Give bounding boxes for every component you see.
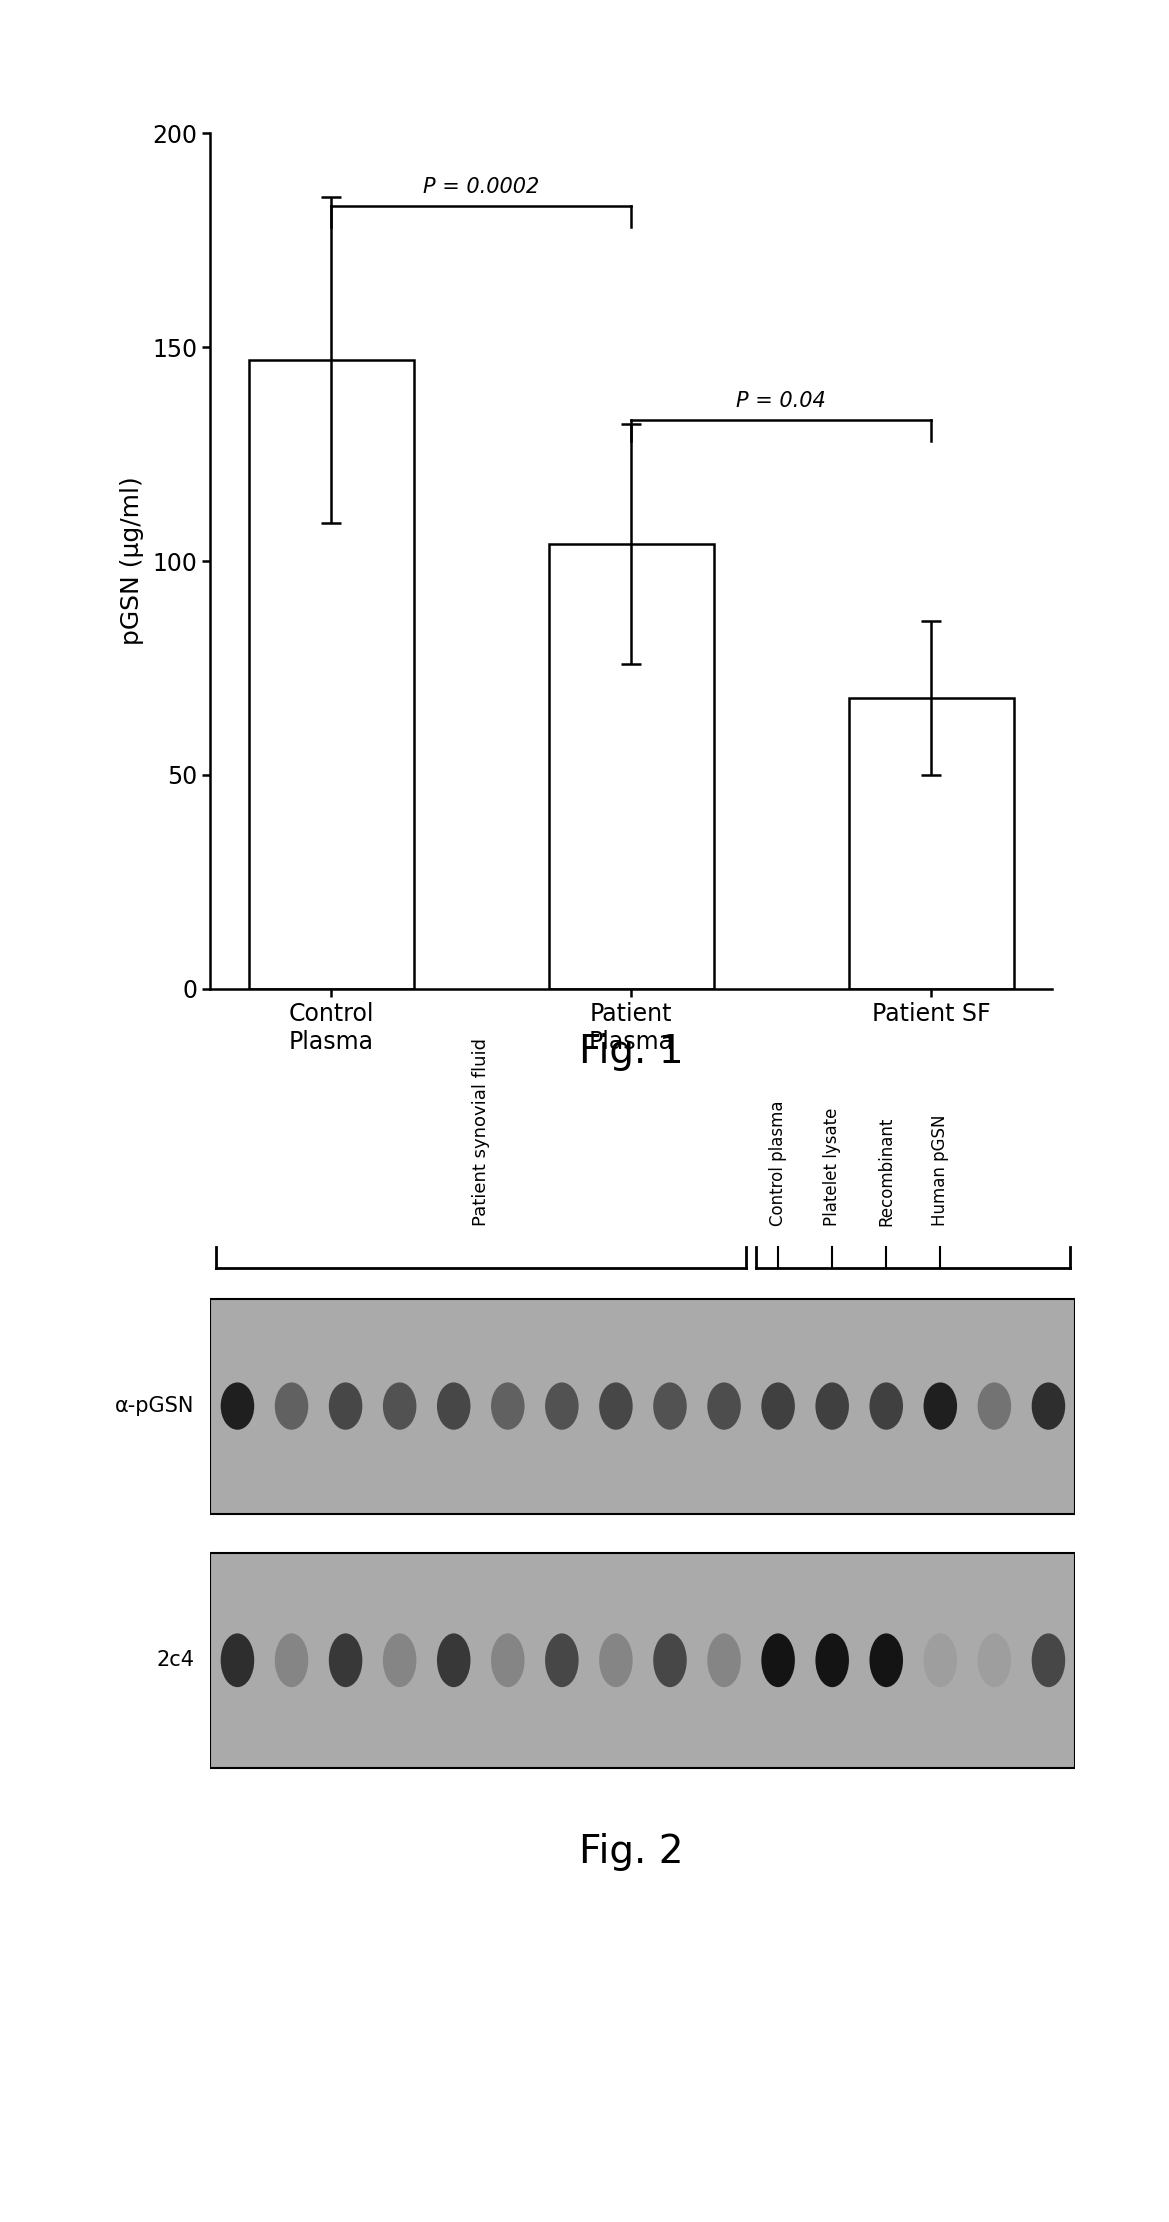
Ellipse shape xyxy=(275,1633,309,1686)
Bar xyxy=(210,1553,1075,1769)
Ellipse shape xyxy=(707,1633,741,1686)
Ellipse shape xyxy=(383,1633,416,1686)
Ellipse shape xyxy=(761,1633,795,1686)
Ellipse shape xyxy=(1032,1633,1065,1686)
Bar xyxy=(249,360,414,989)
Text: α-pGSN: α-pGSN xyxy=(115,1395,194,1415)
Ellipse shape xyxy=(816,1382,849,1429)
Ellipse shape xyxy=(653,1382,686,1429)
Text: Control plasma: Control plasma xyxy=(769,1100,787,1227)
Ellipse shape xyxy=(707,1382,741,1429)
Ellipse shape xyxy=(1032,1382,1065,1429)
Ellipse shape xyxy=(437,1382,470,1429)
Ellipse shape xyxy=(221,1633,254,1686)
Ellipse shape xyxy=(977,1633,1011,1686)
Ellipse shape xyxy=(816,1633,849,1686)
Text: 2c4: 2c4 xyxy=(157,1651,194,1671)
Ellipse shape xyxy=(545,1382,579,1429)
Ellipse shape xyxy=(545,1633,579,1686)
Text: Platelet lysate: Platelet lysate xyxy=(823,1107,842,1227)
Text: Fig. 2: Fig. 2 xyxy=(579,1833,684,1871)
Ellipse shape xyxy=(977,1382,1011,1429)
Text: P = 0.0002: P = 0.0002 xyxy=(423,178,539,198)
Ellipse shape xyxy=(328,1382,362,1429)
Ellipse shape xyxy=(491,1382,525,1429)
Text: P = 0.04: P = 0.04 xyxy=(736,391,826,411)
Y-axis label: pGSN (μg/ml): pGSN (μg/ml) xyxy=(119,478,144,644)
Text: Fig. 1: Fig. 1 xyxy=(579,1033,684,1071)
Bar xyxy=(849,698,1014,989)
Ellipse shape xyxy=(600,1633,632,1686)
Bar xyxy=(210,1298,1075,1513)
Ellipse shape xyxy=(600,1382,632,1429)
Ellipse shape xyxy=(653,1633,686,1686)
Bar xyxy=(548,544,714,989)
Text: Recombinant: Recombinant xyxy=(877,1118,895,1227)
Ellipse shape xyxy=(491,1633,525,1686)
Text: Human pGSN: Human pGSN xyxy=(932,1115,949,1227)
Ellipse shape xyxy=(924,1382,957,1429)
Ellipse shape xyxy=(328,1633,362,1686)
Ellipse shape xyxy=(870,1382,902,1429)
Ellipse shape xyxy=(383,1382,416,1429)
Ellipse shape xyxy=(870,1633,902,1686)
Ellipse shape xyxy=(275,1382,309,1429)
Ellipse shape xyxy=(761,1382,795,1429)
Text: Patient synovial fluid: Patient synovial fluid xyxy=(472,1038,490,1227)
Ellipse shape xyxy=(924,1633,957,1686)
Ellipse shape xyxy=(437,1633,470,1686)
Ellipse shape xyxy=(221,1382,254,1429)
